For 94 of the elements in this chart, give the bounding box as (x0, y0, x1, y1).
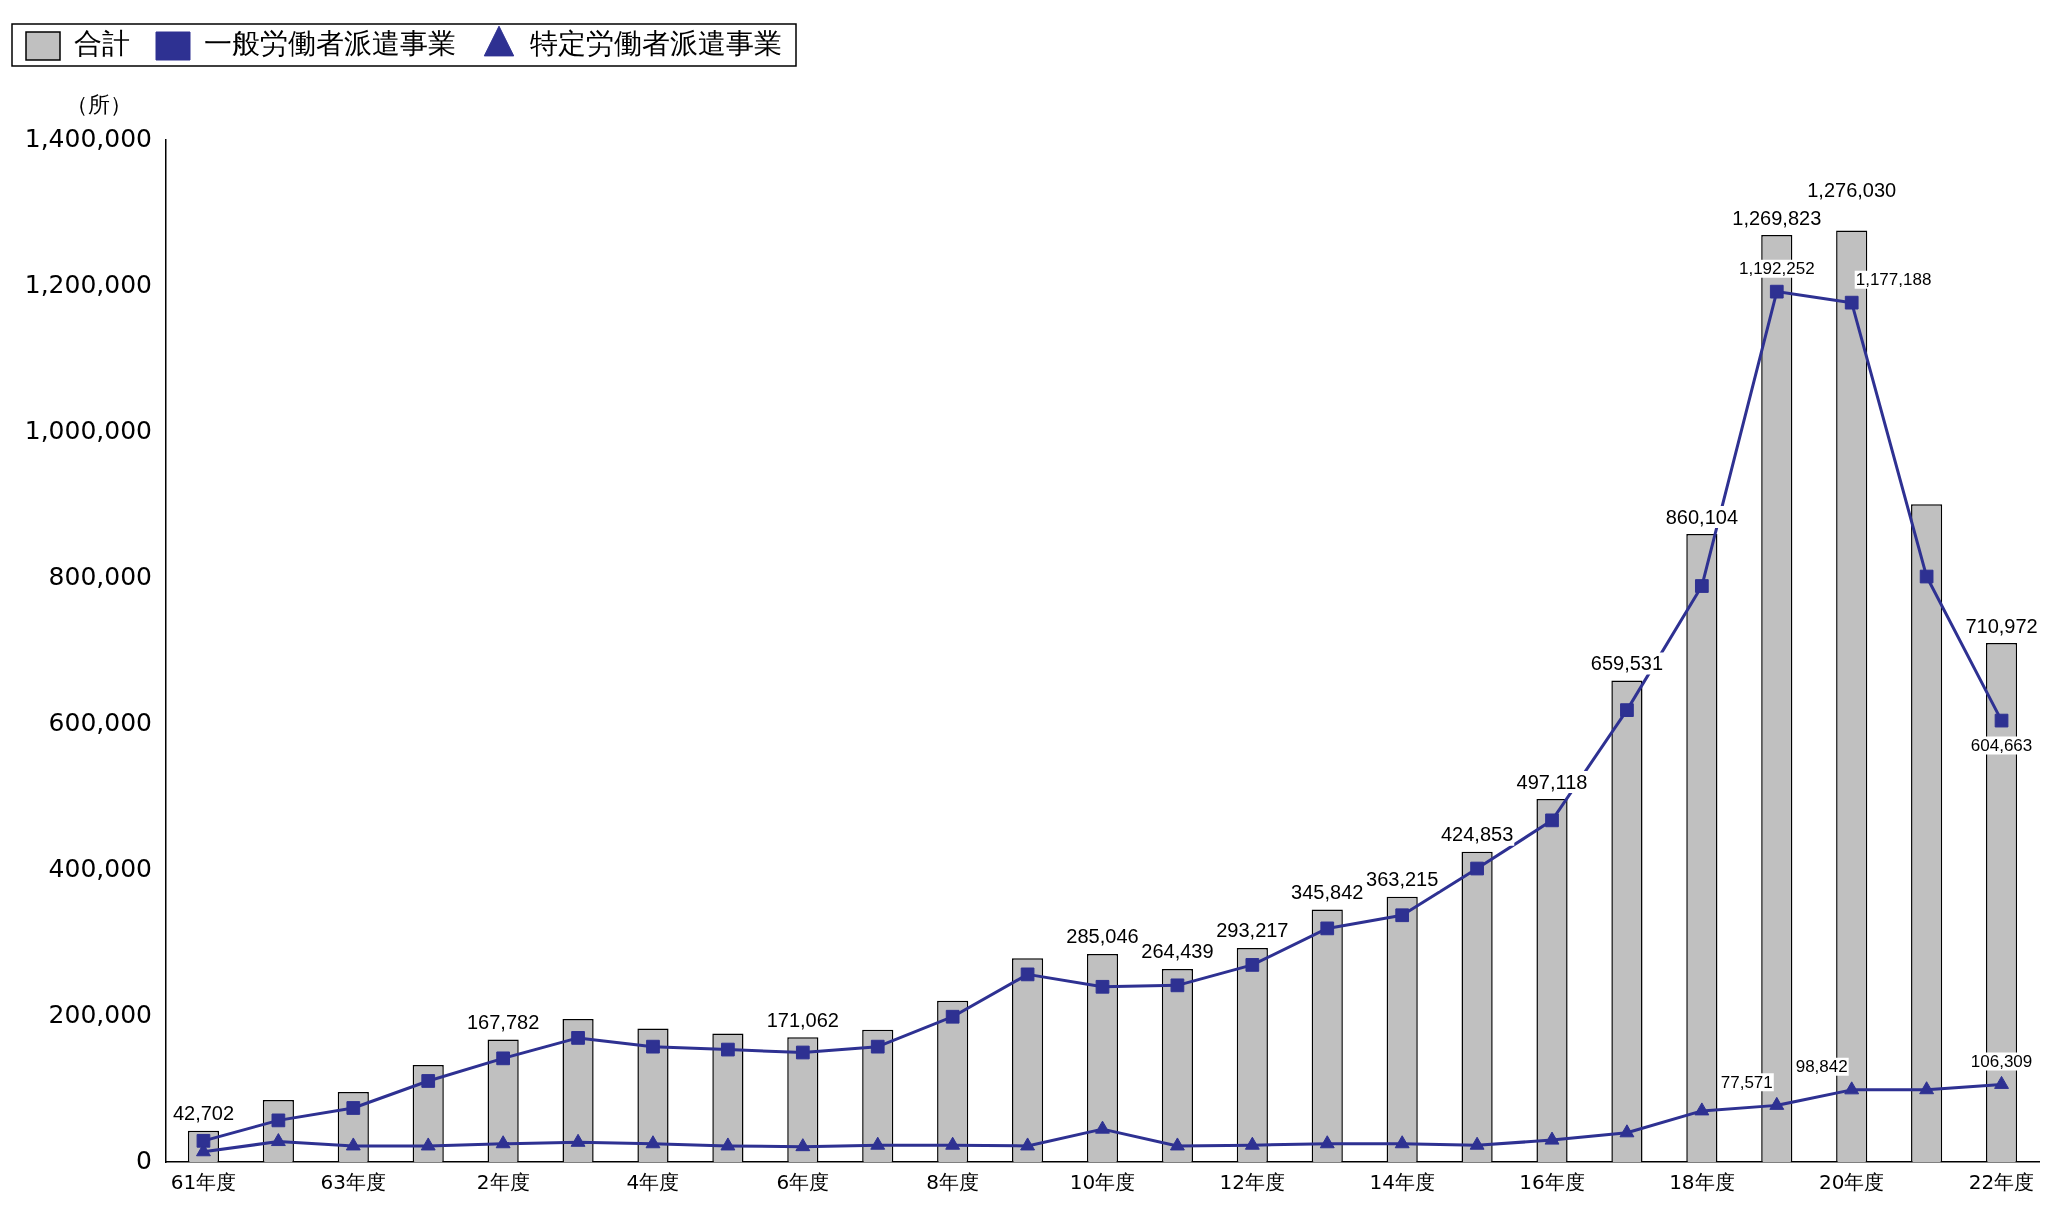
point (1020, 1137, 1036, 1151)
x-tick-label: 12年度 (1219, 1170, 1286, 1195)
point (1695, 579, 1709, 593)
point (495, 1135, 511, 1149)
x-tick-label: 8年度 (926, 1170, 980, 1195)
point (945, 1136, 961, 1150)
point (1694, 1102, 1710, 1116)
data-label: 285,046 (1066, 925, 1139, 948)
legend-label: 特定労働者派遣事業 (530, 27, 782, 61)
data-label: 1,269,823 (1732, 206, 1822, 229)
point (1620, 703, 1634, 717)
point (720, 1137, 736, 1151)
data-label: 497,118 (1516, 770, 1588, 793)
point (496, 1051, 510, 1066)
point (1319, 1135, 1335, 1149)
data-label: 171,062 (766, 1008, 839, 1031)
data-label: 1,192,252 (1738, 258, 1815, 278)
point (571, 1031, 585, 1045)
x-tick-label: 4年度 (626, 1170, 680, 1195)
y-tick-label: 400,000 (48, 853, 152, 883)
point (1020, 967, 1035, 982)
point (870, 1136, 886, 1150)
point (945, 1009, 960, 1024)
x-tick-label: 10年度 (1069, 1170, 1136, 1195)
y-tick-label: 600,000 (48, 707, 152, 737)
point (1545, 813, 1559, 828)
point (1919, 569, 1934, 584)
y-tick-label: 800,000 (48, 561, 152, 591)
data-label: 424,853 (1440, 823, 1514, 846)
data-label: 659,531 (1590, 652, 1664, 675)
legend-label: 合計 (74, 27, 130, 61)
point (1619, 1124, 1635, 1138)
data-label: 1,276,030 (1807, 178, 1897, 201)
point (1395, 908, 1410, 923)
point (646, 1039, 660, 1054)
point (1245, 958, 1260, 972)
data-label: 167,782 (466, 1011, 540, 1034)
point (270, 1133, 286, 1147)
point (1095, 1120, 1110, 1134)
y-tick-label: 1,400,000 (24, 123, 152, 153)
point (1244, 1136, 1260, 1150)
point (1919, 1081, 1935, 1095)
point (1469, 1136, 1485, 1150)
x-tick-label: 2年度 (476, 1170, 530, 1195)
point (795, 1138, 811, 1152)
point (1095, 979, 1110, 994)
x-tick-label: 63年度 (320, 1170, 387, 1195)
point (1544, 1131, 1560, 1145)
legend-label: 一般労働者派遣事業 (204, 27, 456, 61)
x-tick-label: 20年度 (1818, 1170, 1885, 1195)
point (1170, 978, 1185, 993)
data-label: 710,972 (1965, 614, 2038, 637)
data-label: 106,309 (1970, 1051, 2033, 1071)
point (721, 1042, 735, 1057)
point (1394, 1135, 1410, 1149)
data-label: 860,104 (1665, 505, 1739, 528)
point (1169, 1137, 1185, 1151)
x-tick-label: 16年度 (1519, 1170, 1585, 1195)
data-label: 98,842 (1795, 1057, 1848, 1077)
data-label: 293,217 (1216, 919, 1289, 942)
y-tick-label: 1,000,000 (24, 415, 152, 445)
point (271, 1113, 286, 1128)
point (1769, 1096, 1785, 1110)
data-label: 77,571 (1720, 1072, 1773, 1092)
point (1994, 713, 2009, 728)
y-tick-label: 0 (136, 1145, 152, 1175)
point (645, 1135, 661, 1149)
data-label: 604,663 (1970, 735, 2033, 755)
y-tick-label: 200,000 (48, 999, 152, 1029)
data-label: 363,215 (1366, 868, 1439, 891)
data-label: 264,439 (1141, 940, 1214, 963)
x-tick-label: 61年度 (170, 1170, 237, 1195)
x-tick-label: 18年度 (1669, 1170, 1735, 1195)
point (570, 1133, 586, 1147)
point (1320, 921, 1335, 936)
point (421, 1074, 436, 1088)
point (1994, 1075, 2009, 1089)
x-tick-label: 6年度 (776, 1170, 830, 1195)
point (870, 1039, 885, 1054)
point (1844, 295, 1859, 310)
point (1844, 1081, 1860, 1095)
point (1470, 861, 1484, 876)
point (346, 1101, 361, 1115)
point (420, 1137, 436, 1151)
data-label: 42,702 (172, 1102, 235, 1125)
x-tick-label: 14年度 (1369, 1170, 1435, 1195)
data-label: 345,842 (1291, 881, 1364, 904)
y-tick-label: 1,200,000 (24, 269, 152, 299)
data-label: 1,177,188 (1855, 269, 1932, 289)
point (795, 1045, 810, 1060)
y-axis-title: （所） (66, 91, 132, 119)
point (1769, 284, 1784, 299)
x-tick-label: 22年度 (1968, 1170, 2035, 1195)
point (345, 1137, 361, 1151)
